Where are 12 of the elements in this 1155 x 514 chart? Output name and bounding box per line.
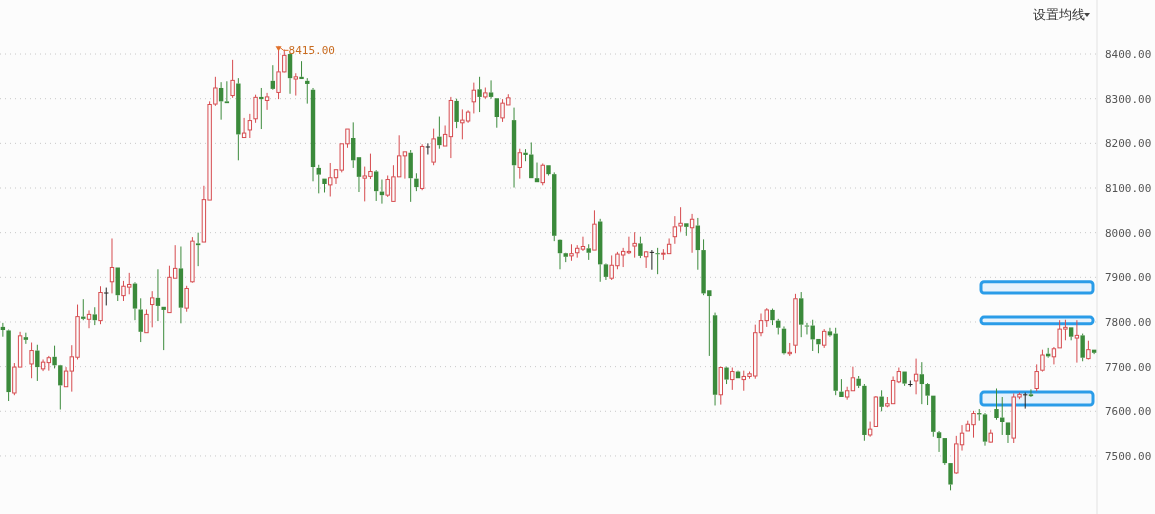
annotation: 8415.00 <box>288 44 335 58</box>
y-tick-label: 7900.00 <box>1105 271 1152 285</box>
y-tick-label: 8000.00 <box>1105 226 1152 240</box>
y-tick-label: 8300.00 <box>1105 92 1152 106</box>
y-tick-label: 7500.00 <box>1105 449 1152 463</box>
y-tick-label: 8200.00 <box>1105 137 1152 151</box>
annotation: 设置均线 <box>1033 7 1085 22</box>
y-tick-label: 7600.00 <box>1105 405 1152 419</box>
y-tick-label: 7800.00 <box>1105 315 1152 329</box>
y-tick-label: 7700.00 <box>1105 360 1152 374</box>
y-tick-label: 8100.00 <box>1105 182 1152 196</box>
y-tick-label: 8400.00 <box>1105 48 1152 62</box>
